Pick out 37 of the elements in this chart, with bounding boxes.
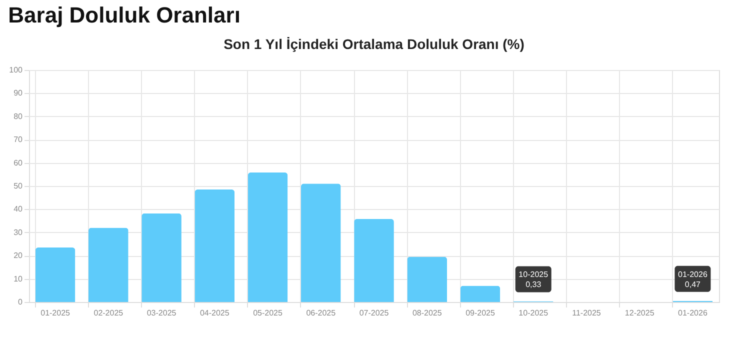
y-tick-label: 50 — [14, 182, 24, 190]
x-tick-label: 04-2025 — [200, 308, 230, 318]
x-tick-label: 06-2025 — [306, 308, 336, 318]
y-tick-label: 10 — [14, 274, 24, 284]
bar — [88, 228, 128, 302]
bar — [300, 184, 341, 302]
chart-title: Baraj Doluluk Oranları — [8, 2, 240, 28]
bar — [248, 172, 288, 302]
x-tick-label: 03-2025 — [146, 308, 177, 318]
bar — [460, 286, 500, 302]
y-tick-label: 40 — [14, 204, 24, 214]
x-tick-label: 01-2026 — [678, 308, 708, 318]
y-tick-label: 70 — [14, 135, 24, 144]
y-tick-label: 0 — [18, 298, 24, 306]
x-tick-label: 11-2025 — [572, 308, 602, 318]
x-tick-label: 09-2025 — [466, 308, 496, 318]
x-tick-label: 01-2025 — [40, 308, 71, 318]
x-tick-label: 02-2025 — [94, 308, 124, 318]
bar — [407, 256, 448, 302]
bar — [354, 218, 394, 302]
chart-subtitle: Son 1 Yıl İçindeki Ortalama Doluluk Oranı (%) — [224, 36, 524, 52]
annotation: 10-2025 0,33 — [518, 270, 549, 290]
y-tick-label: 80 — [14, 112, 24, 121]
annotation: 01-2026 0,47 — [678, 270, 708, 289]
x-tick-label: 08-2025 — [412, 308, 442, 318]
bar — [35, 247, 76, 302]
y-tick-label: 90 — [14, 88, 24, 98]
y-tick-label: 100 — [9, 66, 24, 74]
bar — [142, 213, 182, 302]
x-tick-label: 10-2025 — [518, 308, 549, 318]
x-tick-label: 07-2025 — [359, 308, 390, 318]
y-tick-label: 30 — [14, 228, 24, 237]
bar — [194, 189, 235, 302]
x-tick-label: 05-2025 — [253, 308, 283, 318]
x-tick-label: 12-2025 — [624, 308, 655, 318]
y-tick-label: 20 — [14, 251, 24, 260]
y-tick-label: 60 — [14, 158, 24, 168]
